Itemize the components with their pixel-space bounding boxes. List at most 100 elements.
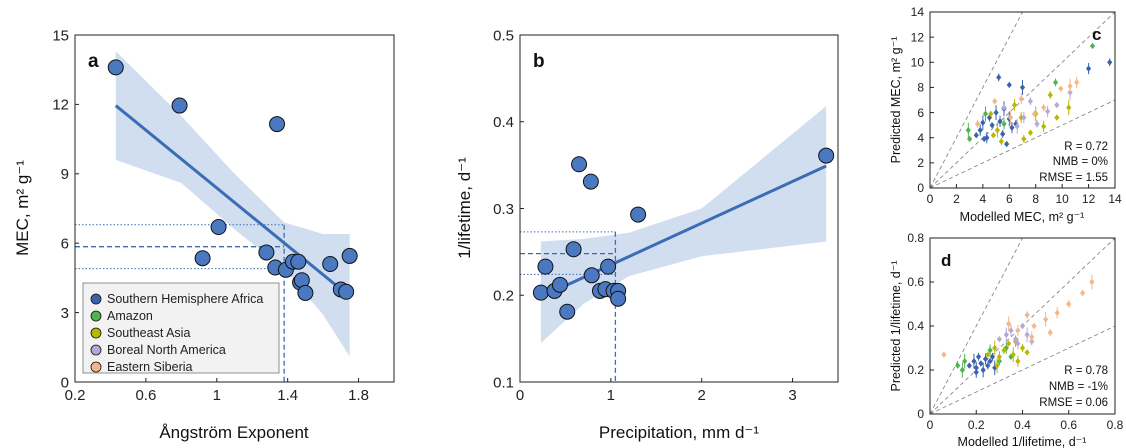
d-data-point [996,353,1002,360]
d-data-point [1024,311,1030,319]
d-data-point [1006,320,1012,327]
c-data-point [967,135,973,143]
b-panel-label: b [533,51,545,72]
c-x-tick-label: 6 [1006,192,1013,206]
c-data-point [973,132,979,139]
a-x-tick-label: 0.6 [135,387,156,404]
c-data-point [993,109,999,116]
d-data-point [980,366,986,374]
legend-swatch [90,361,102,373]
a-y-label: MEC, m² g⁻¹ [13,160,32,256]
c-panel-label: c [1092,25,1101,44]
a-confidence-band [115,51,350,357]
legend-label: Southeast Asia [107,326,190,340]
d-data-point [1012,336,1019,343]
c-data-point [1011,101,1018,109]
c-data-point [1001,104,1007,111]
c-data-point [1052,79,1059,86]
c-data-point [1004,140,1010,148]
d-data-point [973,369,979,376]
b-y-ticks: 0.1 0.2 0.3 0.4 0.5 [493,27,524,391]
a-data-point [194,250,211,267]
c-y-tick-label: 0 [917,181,924,195]
c-data-point [1006,81,1012,89]
d-y-ticks: 0 0.2 0.4 0.6 0.8 [907,231,934,421]
d-y-label: Predicted 1/lifetime, d⁻¹ [889,261,903,392]
d-data-point [971,358,977,365]
d-data-point [1080,289,1086,297]
a-axes-frame [74,34,395,383]
legend-swatch [90,310,102,322]
c-data-point [1001,120,1007,128]
d-x-tick-label: 0.2 [968,418,985,432]
b-data-point [630,206,647,223]
c-x-tick-label: 0 [927,192,934,206]
b-x-tick-label: 0 [516,387,524,404]
b-data-point [600,258,617,275]
c-data-point [990,132,997,139]
d-data-point [1043,316,1049,323]
d-data-point [1015,340,1021,347]
c-data-point [1000,130,1006,138]
c-data-point [1067,82,1073,90]
c-data-point [1034,120,1040,128]
a-x-tick-label: 1 [213,387,221,404]
c-data-point [1054,114,1060,121]
d-x-tick-label: 0 [927,418,934,432]
c-data-point [988,110,994,118]
a-x-tick-label: 1.8 [348,387,369,404]
panel-c: 0 2 4 6 8 10 12 14 0 2 4 6 8 10 12 14 c R = 0.72 NMB =… [889,5,1122,224]
c-y-tick-label: 12 [911,30,925,44]
c-y-ticks: 0 2 4 6 8 10 12 14 [911,5,934,195]
legend-swatch [90,344,102,356]
c-data-point [1027,98,1034,105]
d-data-point [1010,351,1016,358]
b-x-label: Precipitation, mm d⁻¹ [599,423,759,442]
panel-d: 0 0.2 0.4 0.6 0.8 0 0.2 0.4 0.6 0.8 d R = 0.78 N… [889,231,1124,448]
b-x-ticks: 0 1 2 3 [516,378,797,404]
d-data-point [962,358,968,365]
legend-label: Boreal North America [107,343,226,357]
d-data-point [959,366,965,374]
b-data-point [537,258,554,275]
c-data-point [1041,104,1047,111]
d-points [941,274,1095,378]
c-x-tick-label: 14 [1108,192,1122,206]
a-panel-label: a [88,51,99,72]
c-y-tick-label: 6 [917,106,924,120]
a-fit-line [114,104,351,298]
a-data-point [297,284,314,301]
d-data-point [994,362,1000,369]
d-data-point [1031,322,1037,330]
c-y-tick-label: 10 [911,55,925,69]
b-confidence-band [540,106,827,343]
c-stat-r: R = 0.72 [1064,141,1108,153]
d-data-point [955,362,961,369]
c-stat-nmb: NMB = 0% [1053,156,1108,168]
d-y-tick-label: 0.4 [907,319,924,333]
c-data-point [982,110,989,118]
d-stat-nmb: NMB = -1% [1049,381,1108,393]
d-x-tick-label: 0.4 [1014,418,1031,432]
c-data-point [1066,104,1072,111]
d-x-label: Modelled 1/lifetime, d⁻¹ [958,435,1087,448]
c-data-point [997,118,1003,125]
d-y-tick-label: 0.2 [907,363,924,377]
d-data-point [982,355,989,363]
c-data-point [1047,91,1053,99]
d-x-ticks: 0 0.2 0.4 0.6 0.8 [927,410,1124,432]
a-y-tick-label: 12 [52,97,69,114]
legend-label: Southern Hemisphere Africa [107,292,263,306]
c-data-point [1031,110,1037,118]
c-data-point [1018,95,1024,102]
c-axes-frame [929,11,1116,189]
c-diagonal-line [929,99,1116,189]
c-data-point [981,135,987,143]
d-y-tick-label: 0.8 [907,231,924,245]
legend: Southern Hemisphere Africa Amazon Southeas… [82,282,280,374]
b-x-tick-label: 1 [607,387,615,404]
panel-a: 0.2 0.6 1 1.4 1.8 0 3 6 9 12 15 a Ångström Expone… [13,27,395,442]
d-data-point [1006,340,1012,347]
d-diagonal-line [929,325,1116,415]
